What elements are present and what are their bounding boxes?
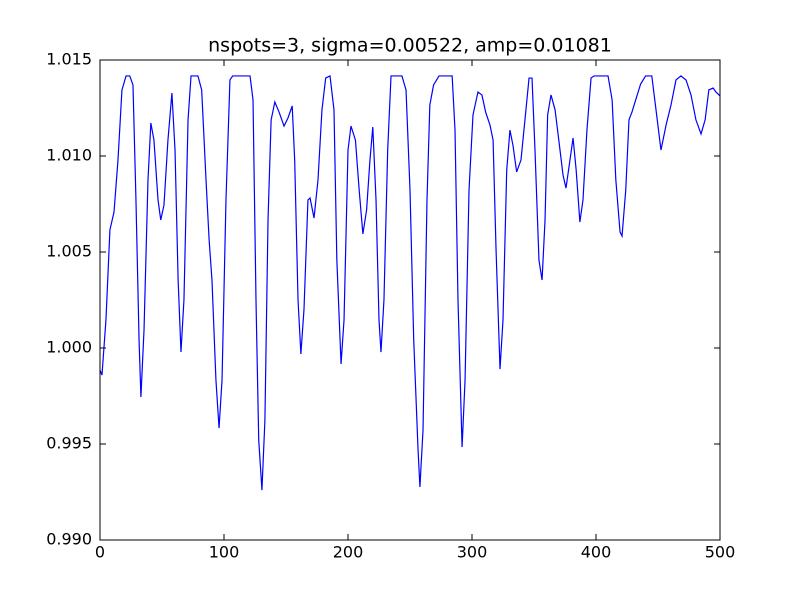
x-tick-label: 500 [705,543,736,562]
x-tick-label: 200 [333,543,364,562]
y-tick-label: 1.005 [46,242,92,261]
y-tick-label: 1.000 [46,338,92,357]
y-tick-label: 0.995 [46,434,92,453]
y-tick-label: 0.990 [46,530,92,549]
x-tick-label: 0 [95,543,105,562]
line [99,75,721,491]
x-tick-label: 100 [209,543,240,562]
x-tick-label: 400 [581,543,612,562]
chart-title: nspots=3, sigma=0.00522, amp=0.01081 [208,35,612,57]
plot-frame [99,59,721,541]
x-tick-label: 300 [457,543,488,562]
y-tick-label: 1.010 [46,146,92,165]
y-tick-label: 1.015 [46,50,92,69]
